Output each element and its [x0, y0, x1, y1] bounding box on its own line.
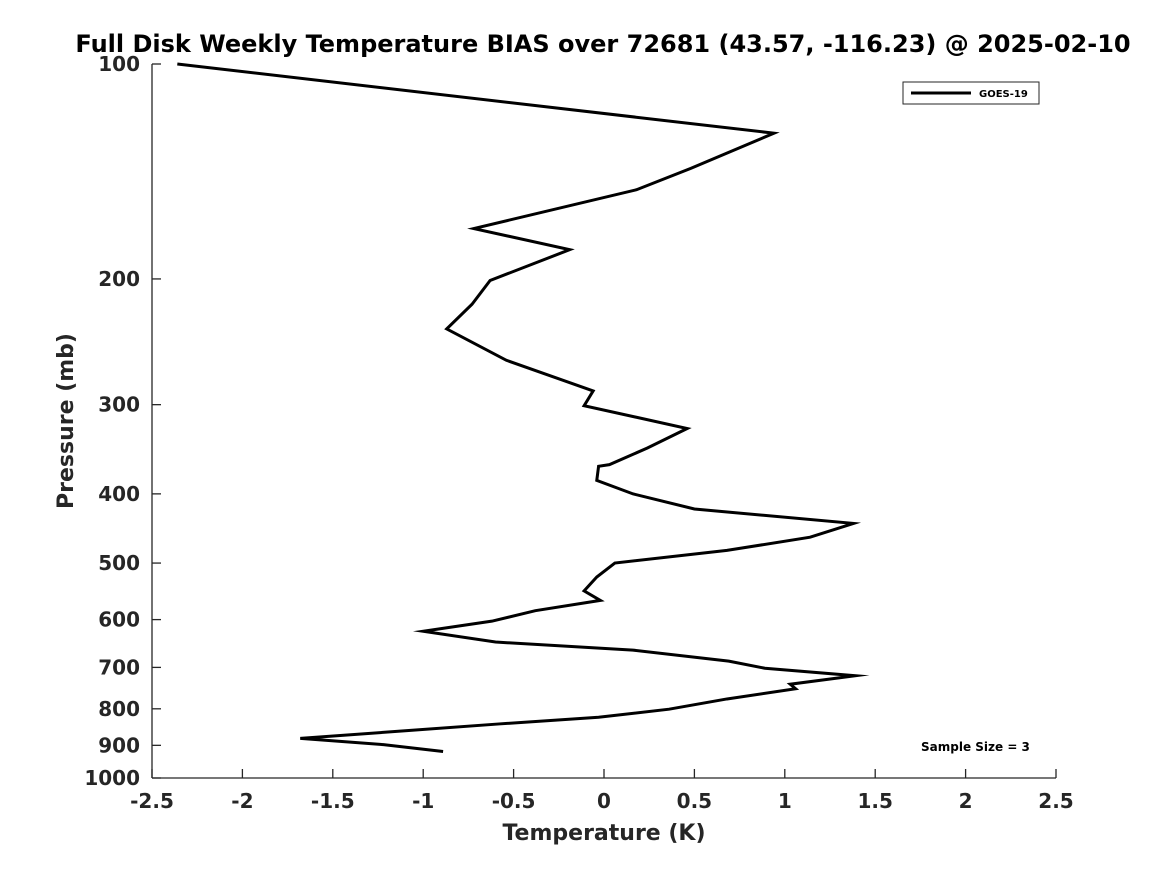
y-axis-label: Pressure (mb) — [54, 333, 79, 509]
legend-label-goes-19: GOES-19 — [979, 89, 1028, 100]
x-tick-label: 2.5 — [1038, 789, 1073, 813]
legend: GOES-19 — [902, 81, 1040, 105]
x-tick-label: 1 — [778, 789, 792, 813]
y-axis-ticks: 100 200 300 400 500 600 700 800 900 1000 — [84, 52, 161, 790]
plot-area: -2.5 -2 -1.5 -1 -0.5 0 0.5 1 1.5 2 2.5 100 200 300 40… — [84, 52, 1073, 813]
y-tick-label: 500 — [98, 551, 140, 575]
x-tick-label: -2.5 — [130, 789, 174, 813]
x-tick-label: -2 — [231, 789, 253, 813]
x-axis-ticks: -2.5 -2 -1.5 -1 -0.5 0 0.5 1 1.5 2 2.5 — [130, 769, 1074, 813]
y-tick-label: 200 — [98, 267, 140, 291]
y-tick-label: 300 — [98, 393, 140, 417]
series-line-goes-19 — [177, 62, 870, 753]
series-group — [177, 62, 870, 753]
x-tick-label: 1.5 — [857, 789, 892, 813]
chart-title: Full Disk Weekly Temperature BIAS over 7… — [75, 30, 1130, 58]
x-axis-label: Temperature (K) — [502, 821, 705, 846]
sample-size-annotation: Sample Size = 3 — [921, 740, 1030, 754]
y-tick-label: 700 — [98, 655, 140, 679]
x-tick-label: 2 — [959, 789, 973, 813]
y-tick-label: 600 — [98, 608, 140, 632]
y-tick-label: 800 — [98, 697, 140, 721]
y-tick-label: 100 — [98, 52, 140, 76]
x-tick-label: 0 — [597, 789, 611, 813]
y-tick-label: 900 — [98, 733, 140, 757]
x-tick-label: -0.5 — [492, 789, 536, 813]
y-tick-label: 400 — [98, 482, 140, 506]
x-tick-label: -1.5 — [311, 789, 355, 813]
y-tick-label: 1000 — [84, 766, 140, 790]
x-tick-label: 0.5 — [677, 789, 712, 813]
x-tick-label: -1 — [412, 789, 434, 813]
